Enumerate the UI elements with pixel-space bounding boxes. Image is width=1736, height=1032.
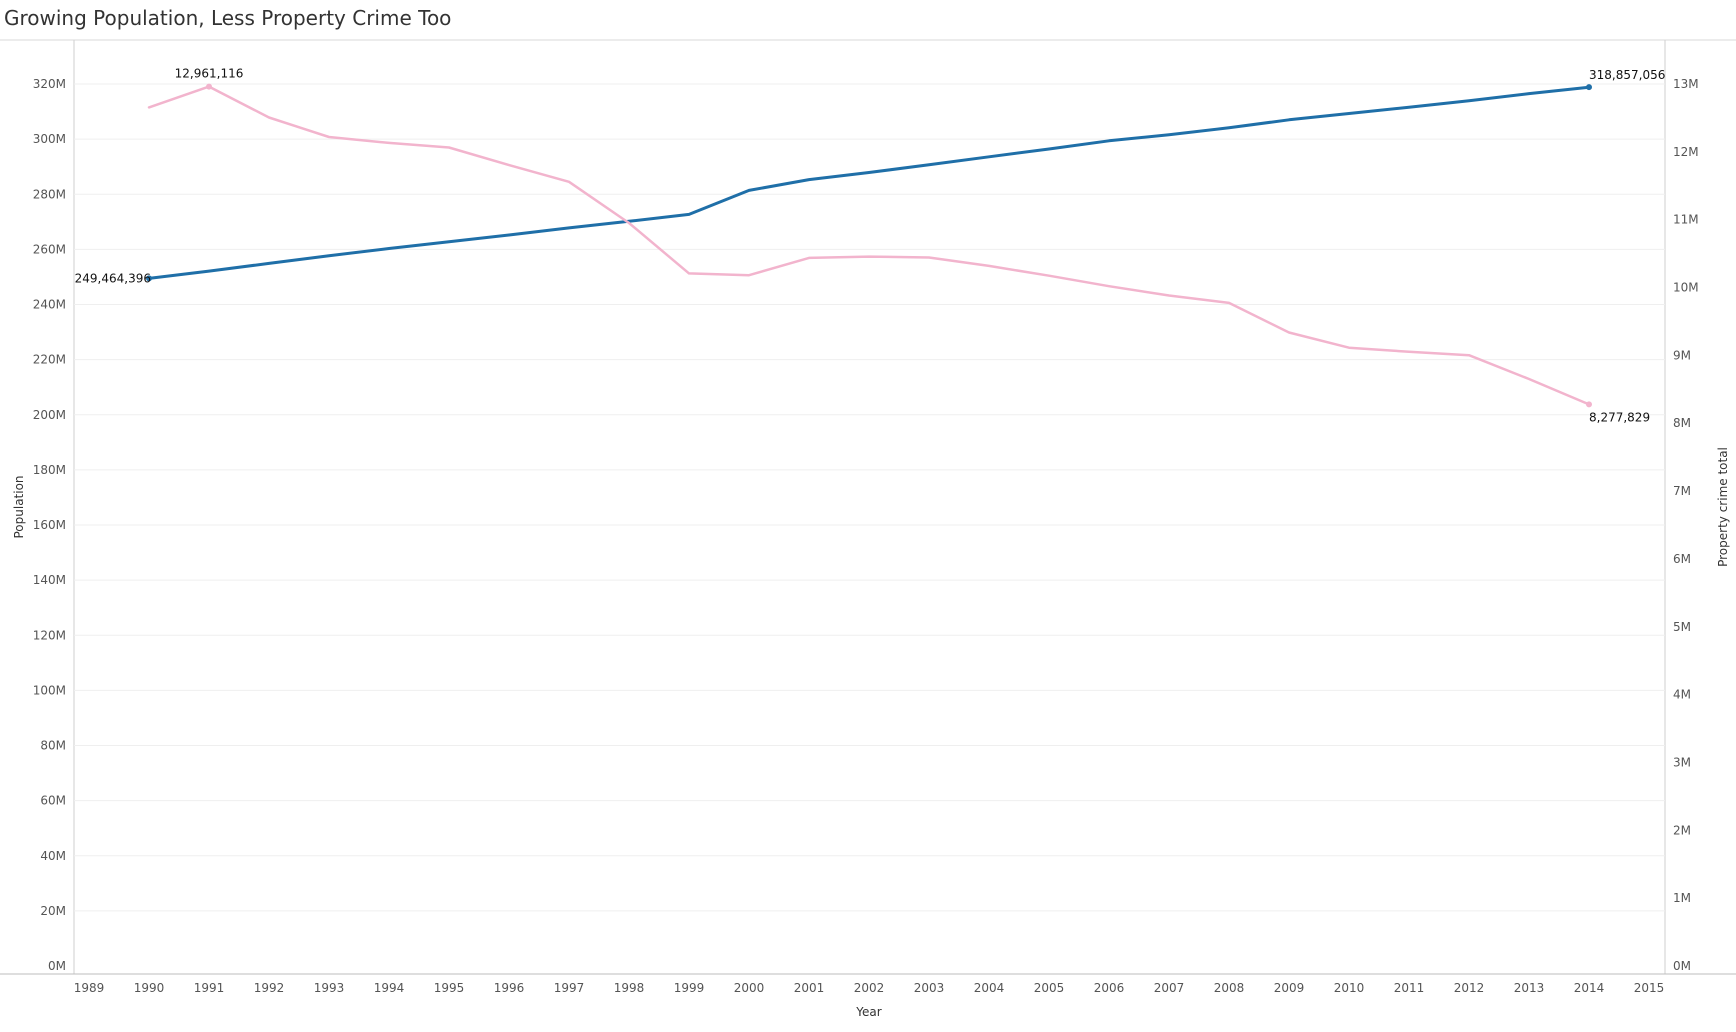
x-tick-label: 2012 [1454,981,1485,995]
y2-tick-label: 11M [1673,213,1699,227]
data-point-marker [1586,401,1592,408]
frame-layer [0,39,1736,975]
x-tick-label: 2015 [1634,981,1665,995]
x-tick-label: 1997 [554,981,585,995]
series-line-property-crime-total [147,85,1591,406]
y-tick-label: 80M [40,739,66,753]
x-tick-label: 2004 [974,981,1005,995]
data-point-marker [1586,84,1592,91]
y2-tick-label: 6M [1673,552,1691,566]
x-tick-label: 2010 [1334,981,1365,995]
x-tick-label: 1994 [374,981,405,995]
y-axis-title: Population [12,475,26,538]
y2-tick-label: 7M [1673,484,1691,498]
y-tick-label: 140M [33,573,66,587]
x-tick-label: 2013 [1514,981,1545,995]
x-tick-label: 1996 [494,981,525,995]
x-tick-label: 2000 [734,981,765,995]
y-tick-label: 200M [33,408,66,422]
x-tick-label: 1993 [314,981,345,995]
x-tick-label: 2005 [1034,981,1065,995]
y2-tick-label: 2M [1673,823,1691,837]
y2-tick-label: 10M [1673,281,1699,295]
y2-tick-label: 9M [1673,348,1691,362]
x-tick-label: 1998 [614,981,645,995]
x-tick-label: 2003 [914,981,945,995]
y-tick-label: 120M [33,628,66,642]
grid-layer [74,83,1665,912]
y-tick-label: 100M [33,683,66,697]
y2-axis-title: Property crime total [1716,447,1730,567]
y-tick-label: 220M [33,353,66,367]
x-tick-label: 1990 [134,981,165,995]
y-tick-label: 260M [33,242,66,256]
y2-tick-label: 12M [1673,145,1699,159]
y-tick-label: 180M [33,463,66,477]
y-tick-label: 60M [40,794,66,808]
data-point-marker [146,275,152,282]
series-line-population [147,85,1591,280]
x-tick-label: 1989 [74,981,105,995]
y2-tick-label: 1M [1673,891,1691,905]
y2-tick-label: 4M [1673,688,1691,702]
y-tick-label: 0M [48,959,66,973]
data-label: 249,464,396 [75,271,151,285]
y2-tick-label: 0M [1673,959,1691,973]
y-tick-label: 20M [40,904,66,918]
x-tick-label: 2007 [1154,981,1185,995]
chart-title: Growing Population, Less Property Crime … [4,6,452,30]
label-layer: 249,464,396 318,857,056 12,961,116 8,277,82… [75,67,1666,425]
y-tick-label: 160M [33,518,66,532]
x-axis-title: Year [855,1005,881,1019]
x-tick-label: 1991 [194,981,225,995]
y2-tick-label: 3M [1673,755,1691,769]
x-tick-label: 2006 [1094,981,1125,995]
x-tick-label: 2008 [1214,981,1245,995]
y2-tick-label: 13M [1673,77,1699,91]
x-tick-label: 2002 [854,981,885,995]
y2-tick-label: 8M [1673,416,1691,430]
y2-tick-label: 5M [1673,620,1691,634]
y-tick-label: 240M [33,298,66,312]
x-tick-label: 2011 [1394,981,1425,995]
data-point-marker [206,83,212,90]
x-tick-label: 1992 [254,981,285,995]
series-layer [146,83,1592,408]
y-tick-label: 280M [33,187,66,201]
y-tick-label: 320M [33,77,66,91]
data-label: 8,277,829 [1589,410,1650,424]
data-label: 12,961,116 [175,67,244,81]
y-tick-label: 300M [33,132,66,146]
axis-layer: 0M 20M 40M 60M 80M 100M 120M 140M 160M 180M 200M 22… [33,77,1699,995]
data-label: 318,857,056 [1589,68,1665,82]
x-tick-label: 2014 [1574,981,1605,995]
x-tick-label: 2001 [794,981,825,995]
y-tick-label: 40M [40,849,66,863]
x-tick-label: 1999 [674,981,705,995]
x-tick-label: 1995 [434,981,465,995]
x-tick-label: 2009 [1274,981,1305,995]
